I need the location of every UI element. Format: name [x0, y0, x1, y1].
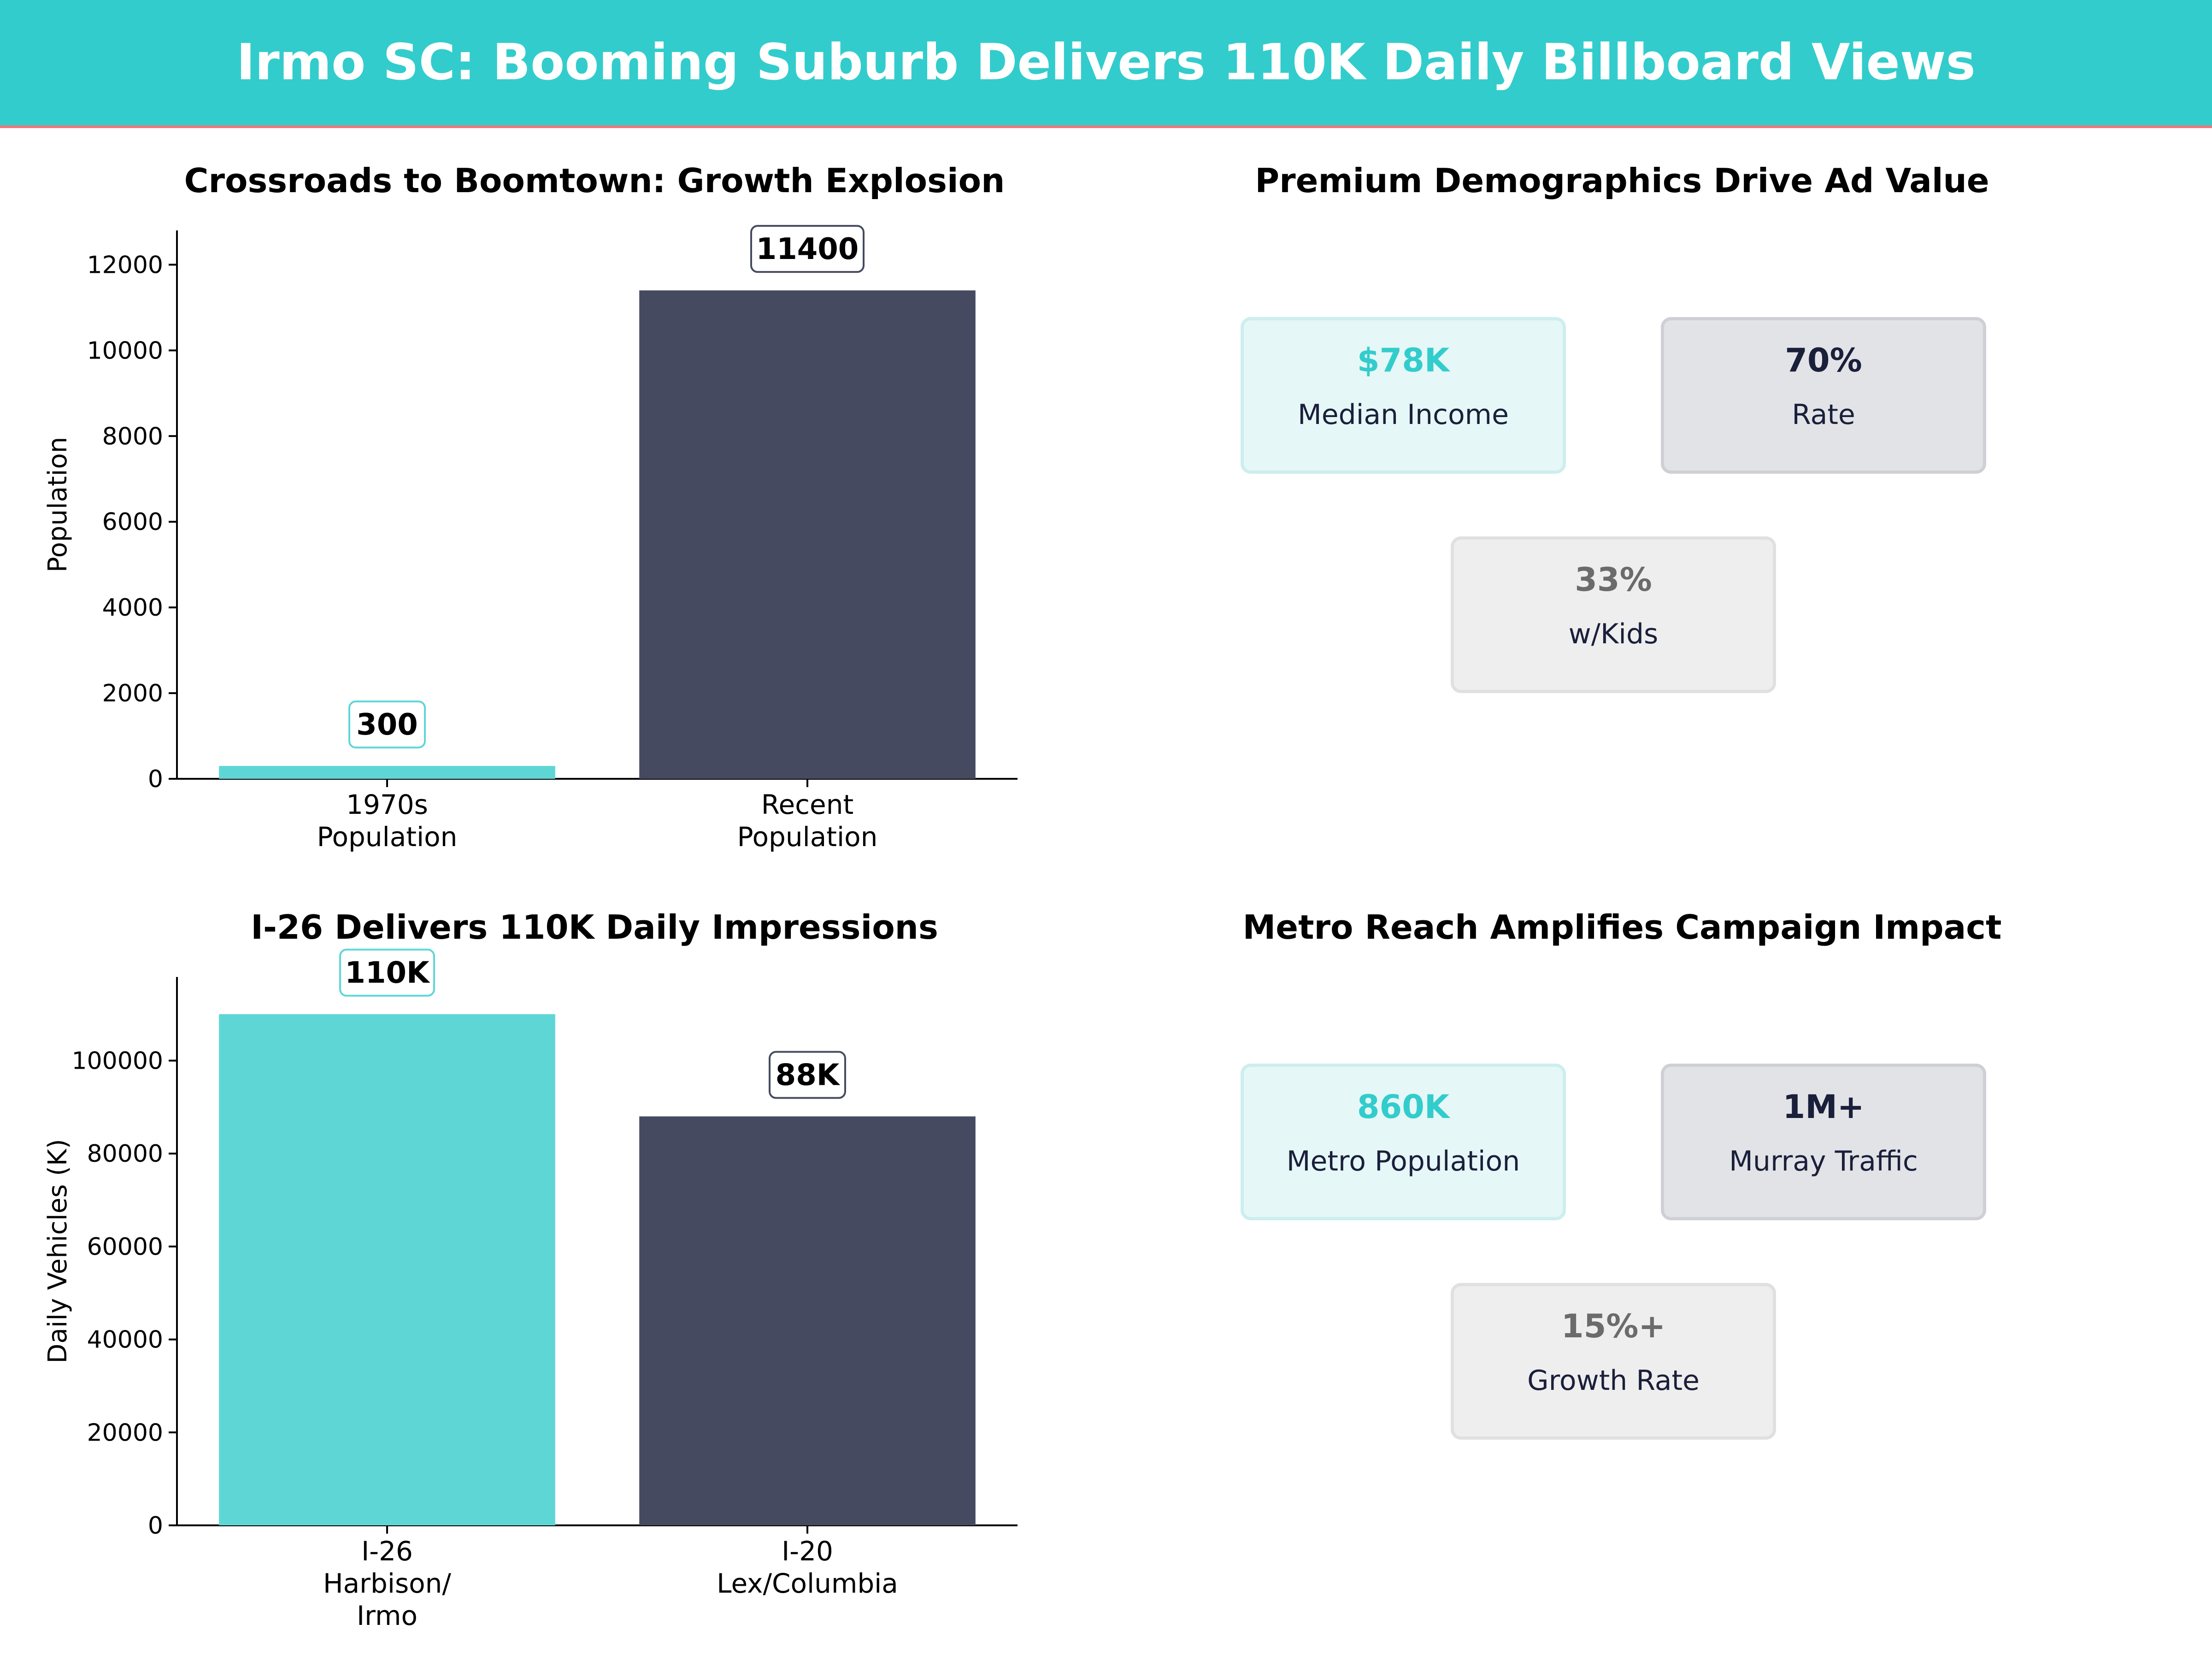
- growth-rate-card: 15%+ Growth Rate: [1451, 1283, 1776, 1440]
- metro-population-card: 860K Metro Population: [1241, 1064, 1566, 1220]
- y-tick-label: 80000: [87, 1140, 163, 1168]
- y-tick-label: 12000: [87, 251, 163, 279]
- y-tick-label: 0: [148, 1512, 163, 1540]
- growth-rate-value: 15%+: [1561, 1307, 1666, 1345]
- murray-traffic-card: 1M+ Murray Traffic: [1661, 1064, 1986, 1220]
- y-tick-label: 60000: [87, 1233, 163, 1261]
- metro-population-value: 860K: [1357, 1088, 1450, 1126]
- median-income-value: $78K: [1357, 341, 1450, 379]
- murray-traffic-label: Murray Traffic: [1729, 1145, 1918, 1177]
- growth-rate-label: Growth Rate: [1527, 1365, 1700, 1397]
- y-axis-label: Daily Vehicles (K): [43, 1139, 73, 1363]
- murray-traffic-value: 1M+: [1783, 1088, 1865, 1126]
- y-tick-label: 0: [148, 765, 163, 793]
- median-income-card: $78K Median Income: [1241, 317, 1566, 474]
- median-income-label: Median Income: [1297, 399, 1509, 431]
- value-label-box: [339, 948, 435, 997]
- y-tick-label: 6000: [102, 508, 163, 536]
- y-axis-label: Population: [43, 437, 73, 572]
- y-tick-label: 2000: [102, 680, 163, 707]
- y-tick-label: 20000: [87, 1419, 163, 1447]
- kids-card: 33% w/Kids: [1451, 536, 1776, 693]
- metro-population-label: Metro Population: [1286, 1145, 1520, 1177]
- metro-title: Metro Reach Amplifies Campaign Impact: [1242, 908, 2002, 947]
- traffic-chart-title: I-26 Delivers 110K Daily Impressions: [251, 908, 938, 947]
- value-label-box: [750, 225, 865, 273]
- page-title: Irmo SC: Booming Suburb Delivers 110K Da…: [236, 34, 1976, 91]
- bar: [639, 290, 976, 779]
- x-tick-label: Recent Population: [737, 789, 878, 853]
- y-tick-label: 10000: [87, 337, 163, 365]
- rate-label: Rate: [1792, 399, 1855, 431]
- growth-chart-title: Crossroads to Boomtown: Growth Explosion: [184, 161, 1005, 200]
- value-label: 11400: [756, 232, 859, 266]
- value-label: 110K: [345, 956, 430, 990]
- y-tick-label: 100000: [71, 1047, 163, 1075]
- rate-card: 70% Rate: [1661, 317, 1986, 474]
- y-tick-label: 40000: [87, 1326, 163, 1354]
- y-tick-label: 4000: [102, 594, 163, 622]
- value-label: 88K: [776, 1059, 841, 1093]
- x-tick-label: I-20 Lex/Columbia: [717, 1535, 898, 1599]
- bar: [219, 766, 555, 779]
- value-label: 300: [356, 708, 418, 742]
- rate-value: 70%: [1785, 341, 1862, 379]
- demographics-title: Premium Demographics Drive Ad Value: [1255, 161, 1989, 200]
- value-label-box: [348, 700, 426, 749]
- kids-label: w/Kids: [1568, 618, 1659, 650]
- bar: [219, 1014, 555, 1525]
- kids-value: 33%: [1575, 561, 1652, 599]
- y-tick-label: 8000: [102, 423, 163, 450]
- header-banner: Irmo SC: Booming Suburb Delivers 110K Da…: [0, 0, 2212, 128]
- x-tick-label: 1970s Population: [317, 789, 458, 853]
- bar: [639, 1116, 976, 1525]
- x-tick-label: I-26 Harbison/Irmo: [323, 1535, 451, 1631]
- value-label-box: [769, 1051, 846, 1099]
